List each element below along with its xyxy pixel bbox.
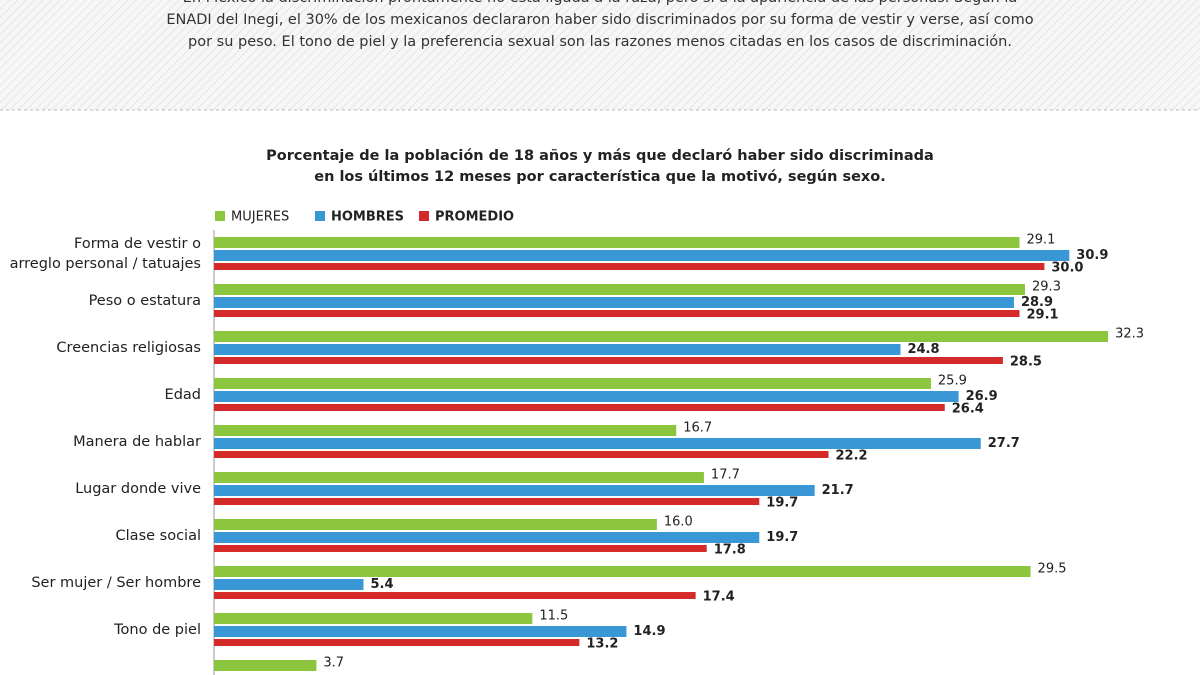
bar xyxy=(214,250,1070,261)
value-label: 24.8 xyxy=(907,342,939,357)
value-label: 28.9 xyxy=(1021,295,1053,310)
bar xyxy=(214,592,696,599)
legend-swatch xyxy=(419,211,429,221)
value-label: 29.1 xyxy=(1026,233,1055,248)
value-label: 25.9 xyxy=(938,374,967,389)
category-label: Manera de hablar xyxy=(73,434,201,450)
legend-label: MUJERES xyxy=(231,210,289,225)
legend-swatch xyxy=(315,211,325,221)
value-label: 17.7 xyxy=(711,468,740,483)
category-label: Lugar donde vive xyxy=(75,481,201,497)
bar xyxy=(214,498,760,505)
bar xyxy=(214,391,959,402)
bar xyxy=(214,532,760,543)
value-label: 29.3 xyxy=(1032,280,1061,295)
bar xyxy=(214,331,1109,342)
legend-swatch xyxy=(215,211,225,221)
legend-label: HOMBRES xyxy=(331,210,404,225)
bar xyxy=(214,344,901,355)
bar xyxy=(214,404,945,411)
value-label: 13.2 xyxy=(586,637,618,652)
value-label: 29.1 xyxy=(1026,308,1058,323)
bar xyxy=(214,613,533,624)
value-label: 21.7 xyxy=(822,483,854,498)
legend-label: PROMEDIO xyxy=(435,210,514,225)
value-label: 17.8 xyxy=(714,543,746,558)
intro-text: En México la discriminación prontamente … xyxy=(166,0,1034,50)
bar xyxy=(214,566,1031,577)
value-label: 17.4 xyxy=(703,590,735,605)
value-label: 19.7 xyxy=(766,496,798,511)
bar xyxy=(214,378,931,389)
value-label: 14.9 xyxy=(633,624,665,639)
bar xyxy=(214,485,815,496)
value-label: 11.5 xyxy=(539,609,568,624)
bar xyxy=(214,626,627,637)
bar xyxy=(214,263,1045,270)
bar xyxy=(214,545,707,552)
bar xyxy=(214,438,981,449)
value-label: 30.0 xyxy=(1051,261,1083,276)
value-label: 19.7 xyxy=(766,530,798,545)
bar xyxy=(214,660,317,671)
value-label: 16.7 xyxy=(683,421,712,436)
value-label: 26.4 xyxy=(952,402,984,417)
bar xyxy=(214,297,1014,308)
plot: MUJERES HOMBRES PROMEDIO29.130.930.029.328… xyxy=(213,210,1144,675)
value-label: 26.9 xyxy=(966,389,998,404)
bar xyxy=(214,310,1020,317)
bar xyxy=(214,472,704,483)
value-label: 27.7 xyxy=(988,436,1020,451)
value-label: 5.4 xyxy=(370,577,393,592)
header-background xyxy=(0,0,1200,110)
category-label: Clase social xyxy=(115,528,201,544)
category-label: Ser mujer / Ser hombre xyxy=(31,575,201,591)
category-label: Forma de vestir o arreglo personal / tat… xyxy=(9,236,201,272)
value-label: 32.3 xyxy=(1115,327,1144,342)
bar xyxy=(214,639,580,646)
bar xyxy=(214,519,657,530)
bar xyxy=(214,237,1020,248)
value-label: 29.5 xyxy=(1038,562,1067,577)
category-label: Edad xyxy=(164,387,201,403)
value-label: 28.5 xyxy=(1010,355,1042,370)
bar xyxy=(214,579,364,590)
chart-title: Porcentaje de la población de 18 años y … xyxy=(266,148,934,185)
bar xyxy=(214,357,1003,364)
value-label: 22.2 xyxy=(835,449,867,464)
category-label: Creencias religiosas xyxy=(56,340,201,356)
bar xyxy=(214,451,829,458)
category-label: Tono de piel xyxy=(114,622,201,638)
bar xyxy=(214,284,1026,295)
value-label: 3.7 xyxy=(323,656,344,671)
bar xyxy=(214,425,677,436)
category-label: Peso o estatura xyxy=(88,293,201,309)
value-label: 30.9 xyxy=(1076,248,1108,263)
value-label: 16.0 xyxy=(664,515,693,530)
